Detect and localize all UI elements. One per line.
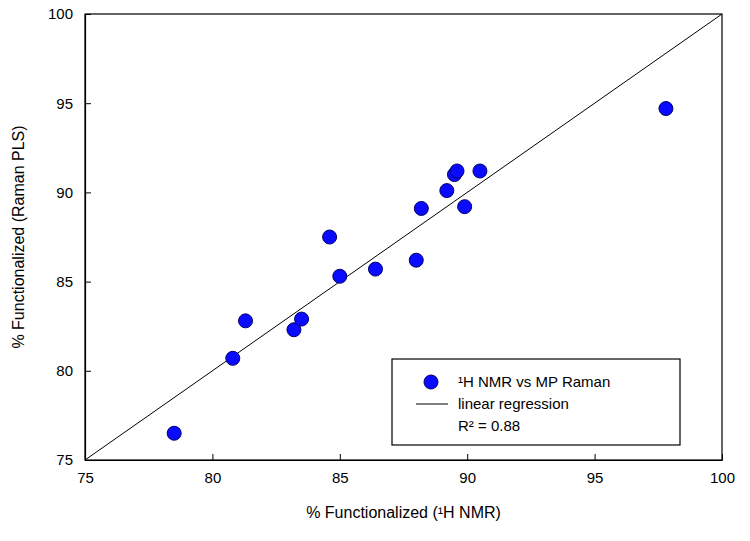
data-point — [659, 102, 673, 116]
tick-mark — [722, 454, 723, 460]
tick-mark — [595, 454, 596, 460]
data-point — [323, 230, 337, 244]
tick-label: 75 — [77, 469, 94, 486]
tick-label: 75 — [56, 451, 73, 468]
plot-frame — [85, 14, 722, 460]
tick-label: 80 — [56, 362, 73, 379]
tick: 95 — [56, 95, 91, 112]
tick-label: 95 — [587, 469, 604, 486]
legend-marker — [424, 375, 438, 389]
tick-mark — [85, 103, 91, 104]
tick-mark — [85, 371, 91, 372]
tick: 85 — [332, 454, 349, 486]
tick: 90 — [56, 184, 91, 201]
tick-mark — [85, 14, 91, 15]
legend-box — [392, 359, 680, 445]
y-axis-title: % Functionalized (Raman PLS) — [10, 125, 27, 348]
data-point — [409, 253, 423, 267]
tick-label: 85 — [332, 469, 349, 486]
tick-mark — [85, 460, 91, 461]
x-axis-title: % Functionalized (¹H NMR) — [306, 504, 501, 521]
legend-label: linear regression — [458, 395, 569, 412]
data-point — [458, 200, 472, 214]
tick-mark — [212, 454, 213, 460]
legend-line — [416, 404, 448, 405]
legend: ¹H NMR vs MP Raman linear regression R² = … — [392, 359, 680, 445]
tick-label: 100 — [48, 5, 73, 22]
axis-line — [86, 460, 723, 461]
annotation: R² = 0.88 — [458, 417, 520, 434]
chart: 75 80 85 90 95 100 75 80 85 90 95 100 % Functionaliz… — [0, 0, 750, 541]
tick: 90 — [459, 454, 476, 486]
regression-line — [85, 14, 722, 460]
data-point — [295, 312, 309, 326]
tick-label: 90 — [459, 469, 476, 486]
data-point — [440, 184, 454, 198]
data-point — [450, 164, 464, 178]
data-point — [226, 351, 240, 365]
tick-mark — [340, 454, 341, 460]
axis-line — [85, 15, 86, 461]
data-point — [414, 201, 428, 215]
legend-label: ¹H NMR vs MP Raman — [458, 373, 610, 390]
data-point — [167, 426, 181, 440]
tick-label: 80 — [205, 469, 222, 486]
tick: 80 — [56, 362, 91, 379]
x-axis: 75 80 85 90 95 100 — [77, 454, 735, 486]
tick-mark — [467, 454, 468, 460]
tick-mark — [85, 282, 91, 283]
tick-label: 100 — [710, 469, 735, 486]
tick-mark — [85, 192, 91, 193]
tick: 100 — [710, 454, 735, 486]
tick: 85 — [56, 273, 91, 290]
data-point — [333, 269, 347, 283]
tick-label: 90 — [56, 184, 73, 201]
tick-label: 95 — [56, 95, 73, 112]
plot-area — [85, 14, 722, 460]
tick-label: 85 — [56, 273, 73, 290]
data-point — [473, 164, 487, 178]
tick: 95 — [587, 454, 604, 486]
tick: 80 — [205, 454, 222, 486]
data-point — [239, 314, 253, 328]
tick: 100 — [48, 5, 91, 22]
data-point — [368, 262, 382, 276]
y-axis: 75 80 85 90 95 100 — [48, 5, 91, 468]
